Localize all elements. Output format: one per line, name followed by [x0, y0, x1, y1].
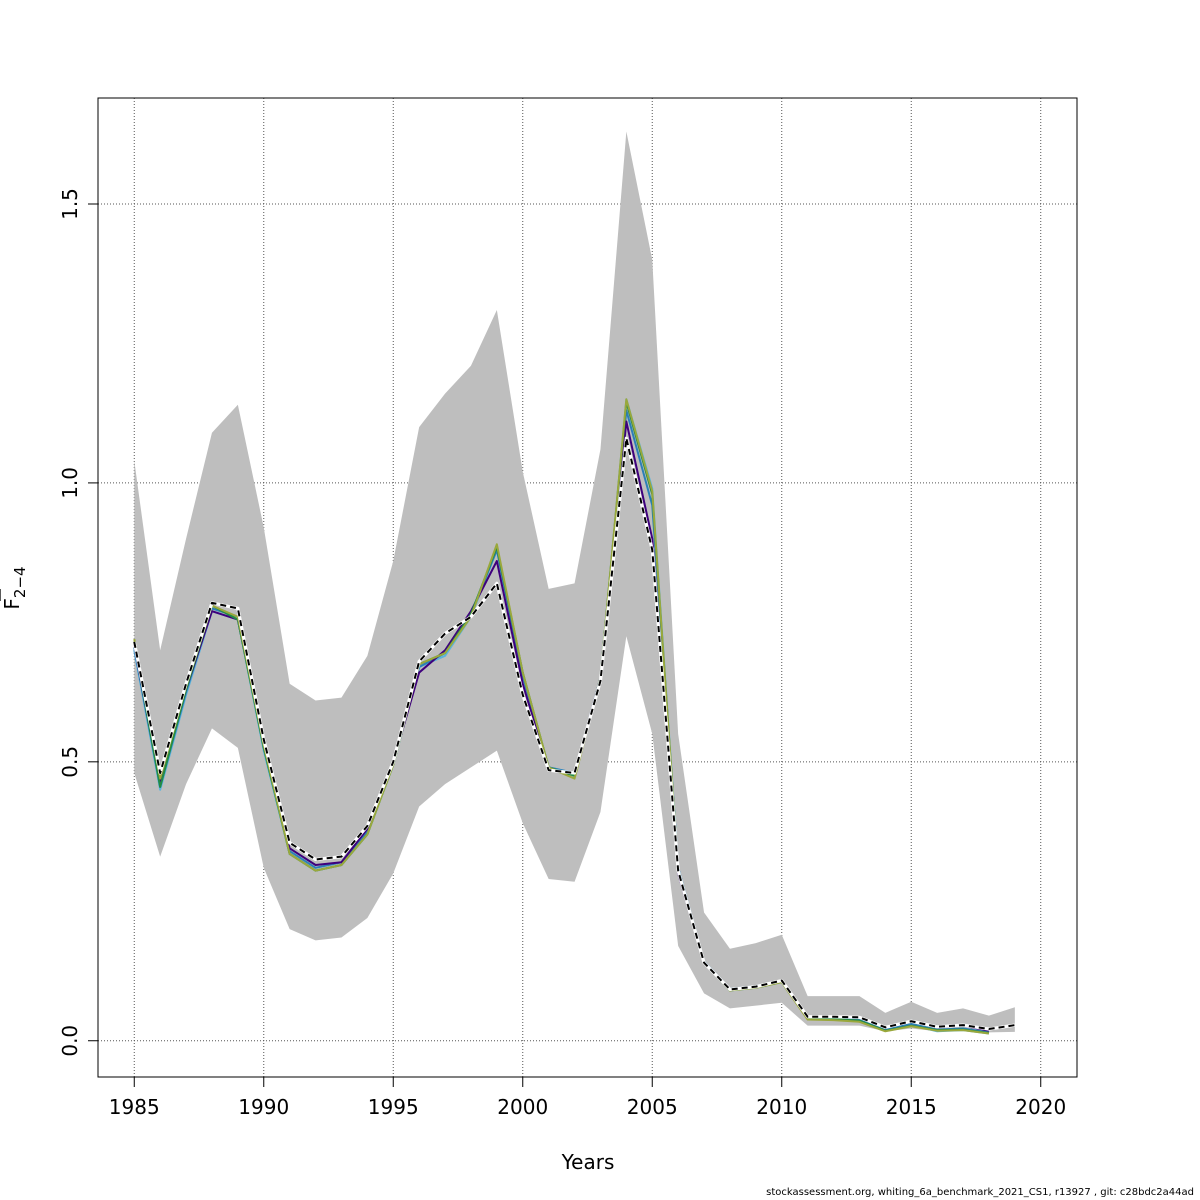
series-lines: [132, 398, 1016, 1035]
x-tick-label: 1985: [109, 1095, 160, 1119]
confidence-band: [134, 131, 1015, 1033]
x-tick-label: 2010: [756, 1095, 807, 1119]
x-tick-label: 2005: [627, 1095, 678, 1119]
x-tick-label: 2020: [1015, 1095, 1066, 1119]
x-tick-label: 2000: [497, 1095, 548, 1119]
y-axis-title-subscript: 2−4: [11, 566, 29, 598]
y-tick-label: 0.5: [58, 746, 82, 778]
y-tick-label: 1.5: [58, 188, 82, 220]
x-tick-label: 1995: [368, 1095, 419, 1119]
y-axis: 0.0 0.5 1.0 1.5: [58, 188, 99, 1057]
x-tick-label: 1990: [238, 1095, 289, 1119]
footer-credit: stockassessment.org, whiting_6a_benchmar…: [766, 1187, 1194, 1198]
y-tick-label: 0.0: [58, 1025, 82, 1057]
svg-text:F2−4: F2−4: [0, 566, 29, 609]
x-axis: 1985 1990 1995 2000 2005 2010 2015 2020: [109, 1076, 1066, 1119]
y-tick-label: 1.0: [58, 467, 82, 499]
y-axis-title: F2−4: [0, 566, 29, 610]
confidence-band-area: [134, 131, 1015, 1033]
series-line-6: [133, 437, 1015, 1031]
y-axis-title-main: F: [0, 598, 24, 610]
x-tick-label: 2015: [886, 1095, 937, 1119]
x-axis-title: Years: [561, 1150, 615, 1174]
